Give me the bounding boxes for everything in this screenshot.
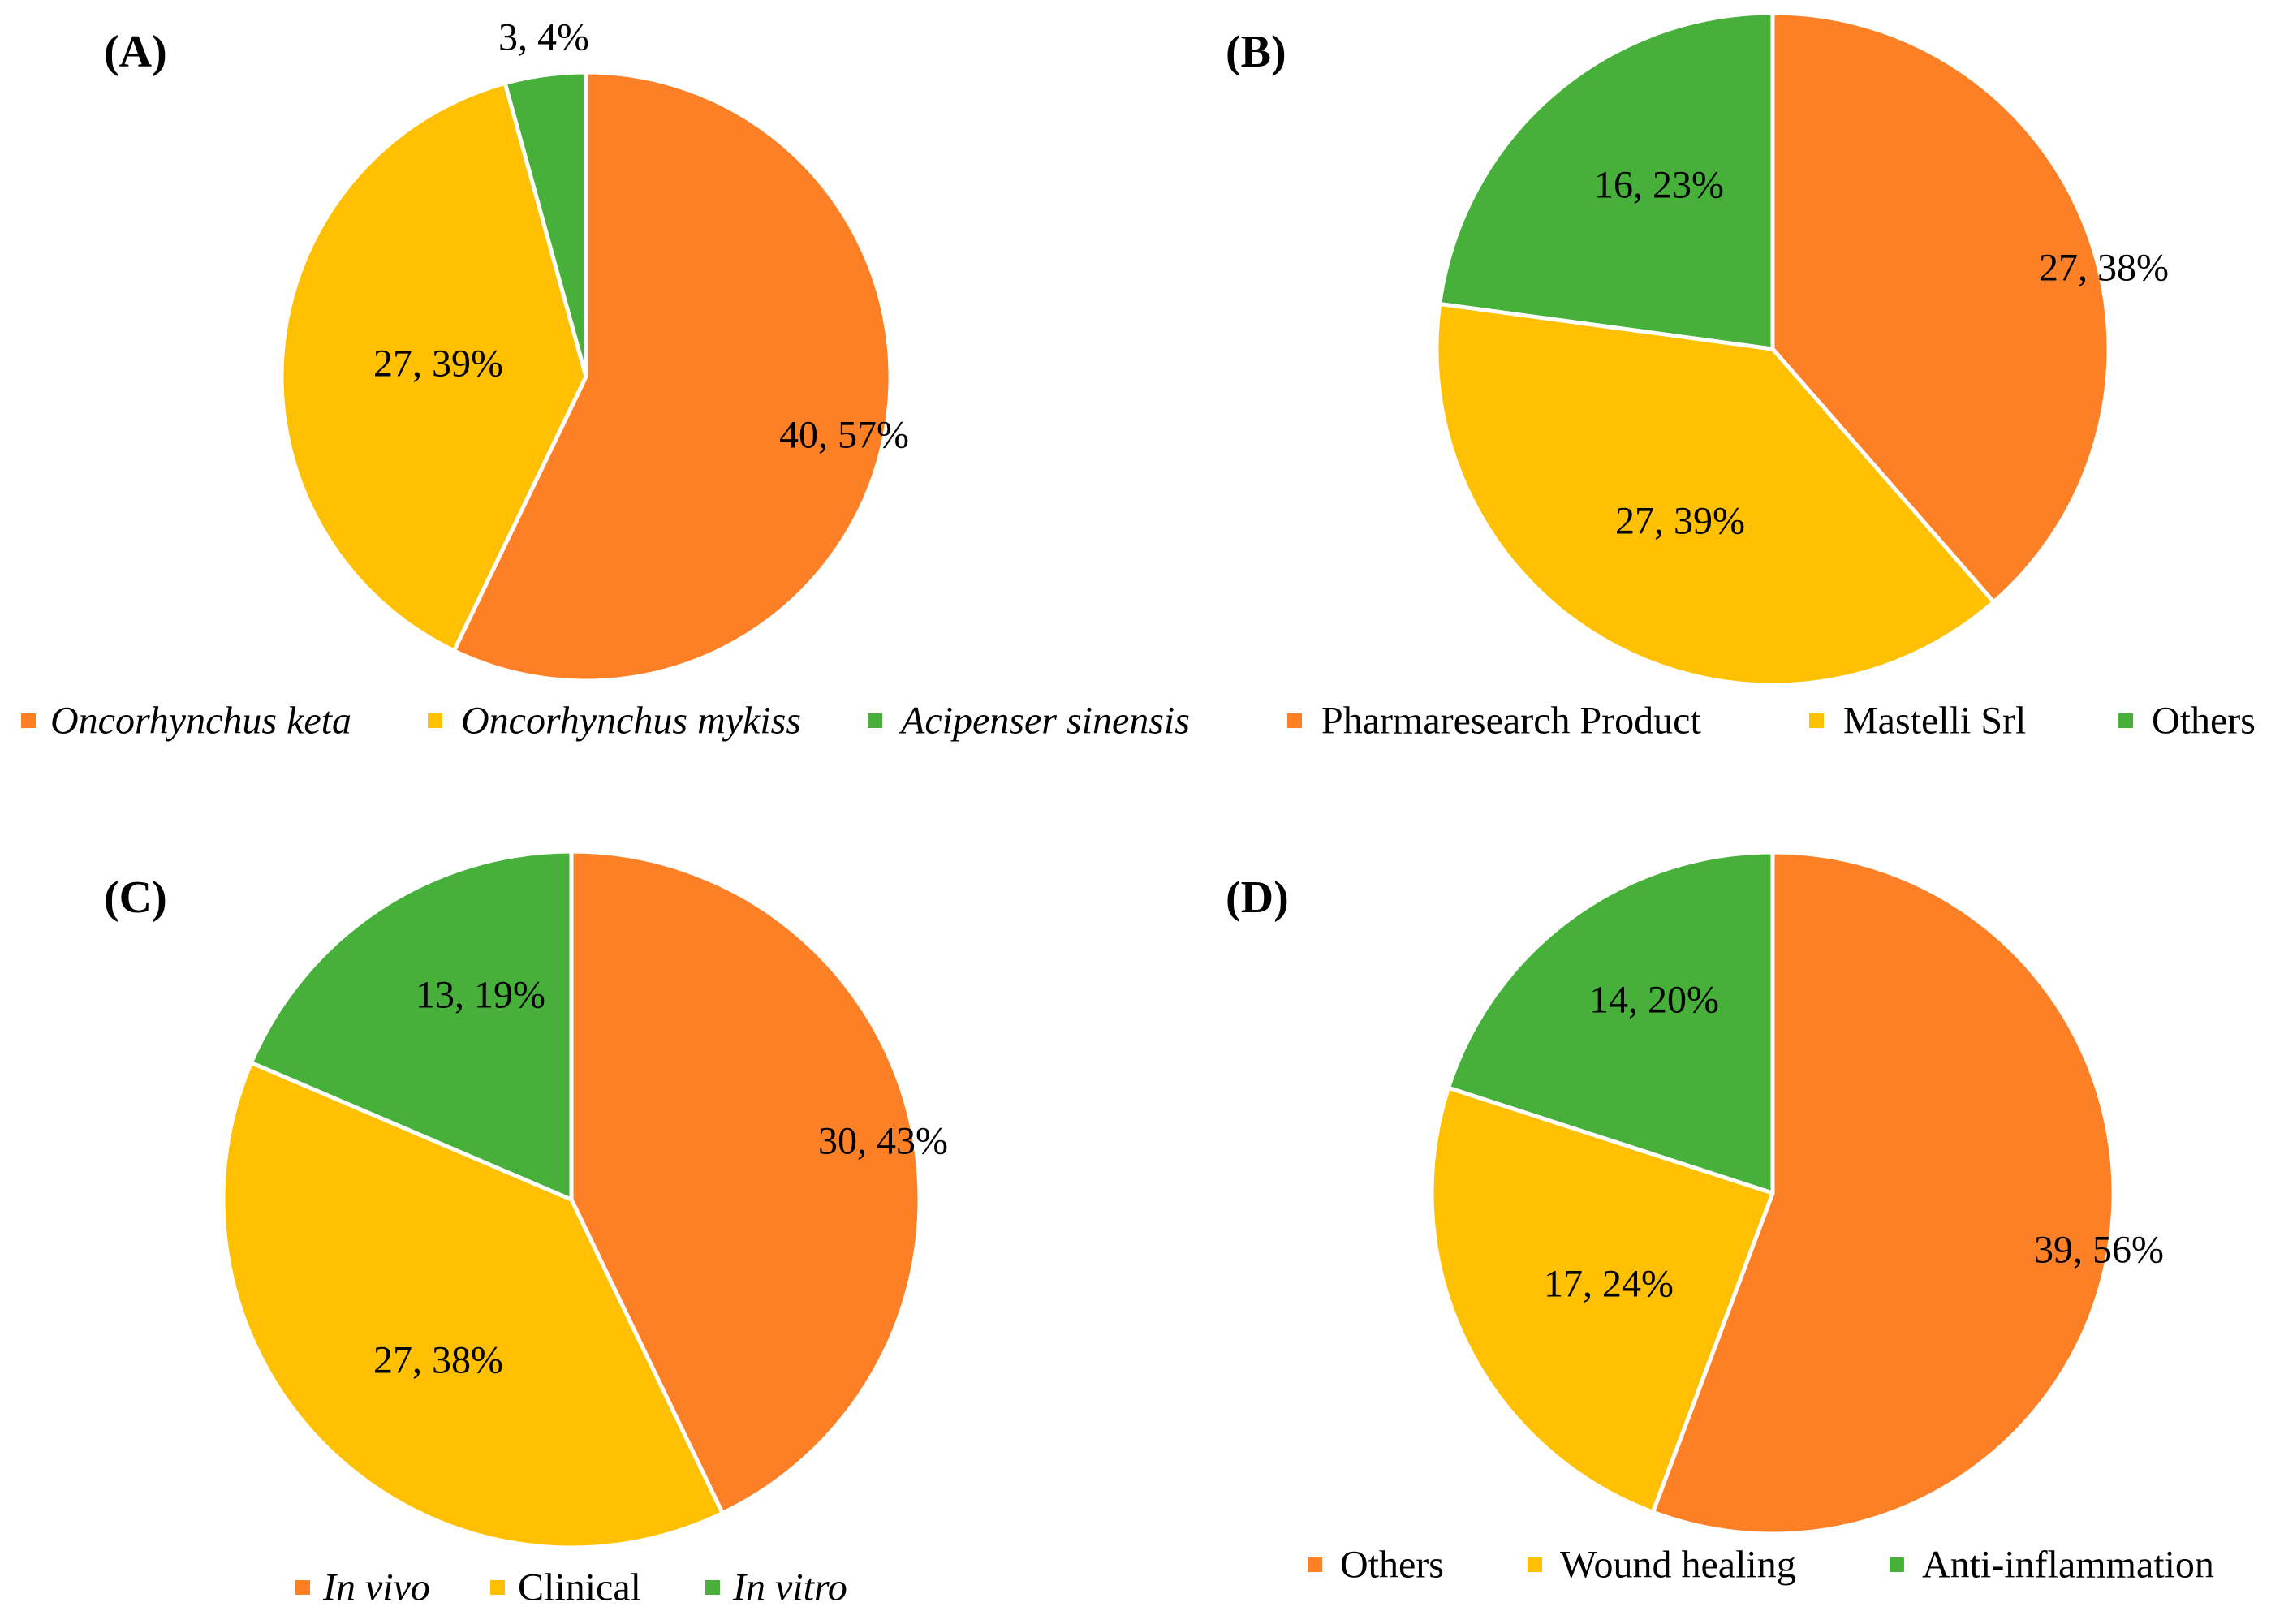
slice-data-label: 16, 23% [1594,164,1724,207]
legend-entry: Oncorhynchus mykiss [461,700,801,743]
legend-marker [1308,1557,1322,1572]
slice-data-label: 3, 4% [498,16,589,59]
slice-data-label: 27, 39% [1615,500,1745,543]
slice-data-label: 17, 24% [1544,1263,1674,1306]
pie-slice [1434,301,1996,687]
pie-slice [1770,11,2111,605]
pie-panel-d: (D) 39, 56% 17, 24% 14, 20% Others Wound hea… [1226,850,2214,1587]
slice-data-label: 27, 38% [373,1339,503,1382]
legend-marker [295,1580,310,1595]
pie-panel-c: (C) 30, 43% 27, 38% 13, 19% In vivo Clinical… [104,849,948,1609]
legend-entry: In vitro [732,1566,847,1609]
pie-slice [1429,1085,1775,1514]
pie-slice [569,849,922,1516]
legend-marker [21,713,36,728]
legend-marker [490,1580,505,1595]
pie-slice [451,70,893,683]
legend-entry: Mastelli Srl [1843,700,2026,743]
slice-data-label: 14, 20% [1589,979,1719,1022]
legend-marker [1809,713,1824,728]
pie-slice [279,81,588,653]
legend-marker [1890,1557,1904,1572]
pie-panel-b: (B) 27, 38% 27, 39% 16, 23% Pharmaresearch … [1226,11,2256,743]
pie-slice [1446,850,1775,1195]
pie-slice [249,849,574,1202]
pie-slice [502,70,588,379]
legend-entry: Wound healing [1560,1544,1796,1587]
legend-marker [428,713,442,728]
legend-entry: Others [2152,700,2256,743]
pie-slice [1437,11,1775,351]
slice-data-label: 39, 56% [2034,1229,2164,1272]
legend-entry: Acipenser sinensis [899,700,1190,743]
legend-entry: Anti-inflammation [1922,1544,2214,1587]
legend-entry: In vivo [322,1566,430,1609]
legend-marker [1287,713,1302,728]
legend-entry: Oncorhynchus keta [50,700,351,743]
pie-slice [221,1060,725,1550]
legend-entry: Clinical [518,1566,641,1609]
panel-label: (C) [104,872,167,923]
panel-label: (D) [1226,872,1289,923]
legend-entry: Others [1340,1544,1444,1587]
slice-data-label: 27, 39% [373,342,503,386]
legend-marker [1528,1557,1542,1572]
legend-marker [2118,713,2133,728]
slice-data-label: 40, 57% [779,414,909,457]
panel-label: (A) [104,27,167,77]
panel-label: (B) [1226,27,1286,77]
slice-data-label: 27, 38% [2039,247,2169,290]
legend-marker [868,713,882,728]
slice-data-label: 13, 19% [416,974,545,1017]
legend-entry: Pharmaresearch Product [1321,700,1701,743]
pie-slice [1650,850,2116,1536]
pie-panel-a: (A) 40, 57% 27, 39% 3, 4% Oncorhynchus keta… [21,16,1190,743]
slice-data-label: 30, 43% [818,1120,948,1163]
legend-marker [705,1580,720,1595]
